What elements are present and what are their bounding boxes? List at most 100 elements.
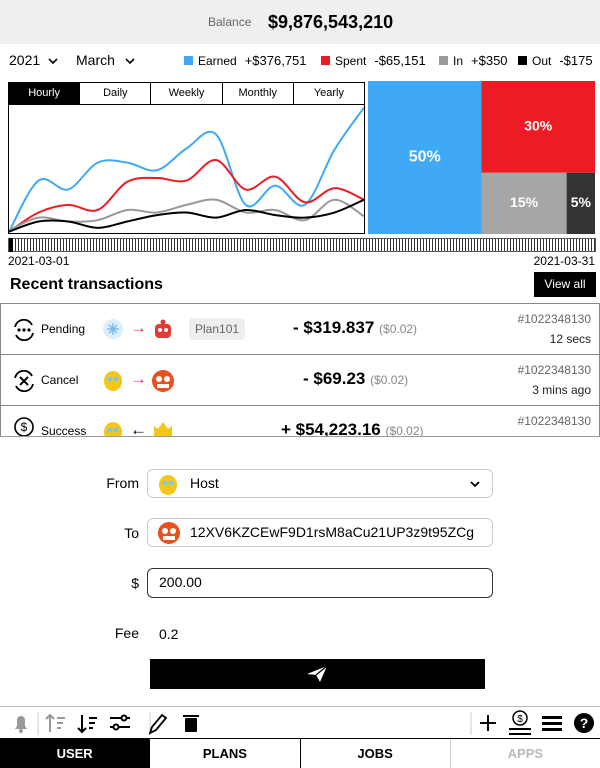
transaction-row[interactable]: $ Success ← + $54,223.16 ($0.02) #102234… bbox=[0, 405, 600, 457]
amount-input[interactable]: 200.00 bbox=[147, 568, 493, 598]
amount-label: $ bbox=[131, 575, 139, 591]
from-value: Host bbox=[190, 475, 219, 491]
legend-item: Out -$175 bbox=[518, 53, 593, 68]
transaction-row[interactable]: Cancel → - $69.23 ($0.02) #1022348130 3 … bbox=[0, 354, 600, 406]
from-select[interactable]: Host bbox=[147, 469, 493, 498]
svg-text:$: $ bbox=[21, 420, 28, 434]
chevron bbox=[470, 481, 480, 488]
time: 3 mins ago bbox=[532, 383, 591, 397]
sort-asc bbox=[45, 713, 65, 732]
series-line bbox=[9, 198, 364, 232]
amount-value: - $319.837 bbox=[293, 318, 375, 337]
tab[interactable]: USER bbox=[0, 739, 150, 768]
transaction-id: #1022348130 bbox=[517, 312, 591, 326]
legend-swatch bbox=[321, 56, 330, 65]
avatar bbox=[104, 371, 122, 391]
tab[interactable]: APPS bbox=[449, 739, 600, 768]
legend-item: Earned +$376,751 bbox=[184, 53, 307, 68]
amount-input-value: 200.00 bbox=[159, 574, 202, 590]
trash bbox=[183, 715, 199, 732]
transaction-row[interactable]: Pending → Plan101 - $319.837 ($0.02) #10… bbox=[0, 303, 600, 355]
pencil bbox=[148, 713, 168, 735]
svg-text:?: ? bbox=[580, 715, 589, 731]
fee: ($0.02) bbox=[379, 322, 418, 336]
date-end: 2021-03-31 bbox=[533, 254, 595, 268]
legend-swatch bbox=[439, 56, 448, 65]
legend-item: In +$350 bbox=[439, 53, 508, 68]
avatar bbox=[159, 475, 177, 495]
svg-text:$: $ bbox=[517, 714, 523, 725]
legend-name: In bbox=[453, 53, 464, 68]
fee-value: 0.2 bbox=[159, 626, 179, 642]
to-label: To bbox=[124, 525, 139, 541]
to-input[interactable]: 12XV6KZCEwF9D1rsM8aCu21UP3z9t95ZCg bbox=[147, 518, 493, 547]
to-value: 12XV6KZCEwF9D1rsM8aCu21UP3z9t95ZCg bbox=[190, 524, 475, 540]
period-tabs: Hourly Daily Weekly Monthly Yearly bbox=[8, 82, 365, 105]
plan-tag: Plan101 bbox=[189, 318, 246, 340]
legend-swatch bbox=[518, 56, 527, 65]
plus bbox=[480, 715, 496, 731]
grid bbox=[542, 716, 562, 731]
date-slider[interactable] bbox=[8, 238, 596, 252]
view-all-button[interactable]: View all bbox=[534, 272, 596, 297]
line-chart bbox=[9, 106, 364, 233]
legend-amount: +$350 bbox=[471, 53, 508, 68]
period-tab[interactable]: Weekly bbox=[150, 83, 221, 104]
period-tab[interactable]: Daily bbox=[79, 83, 150, 104]
toolbar-icons: $ ? bbox=[15, 710, 594, 735]
bell bbox=[15, 716, 27, 733]
treemap-label: 5% bbox=[571, 194, 592, 210]
header: Balance $9,876,543,210 bbox=[0, 0, 600, 44]
balance-value: $9,876,543,210 bbox=[268, 12, 394, 32]
legend-name: Earned bbox=[198, 53, 237, 68]
tab[interactable]: JOBS bbox=[299, 739, 450, 768]
from-label: From bbox=[106, 475, 139, 491]
filter bbox=[110, 714, 130, 731]
status: Success bbox=[41, 424, 87, 438]
status: Cancel bbox=[41, 373, 79, 387]
year-select[interactable]: 2021 bbox=[9, 52, 58, 68]
treemap-cell bbox=[566, 172, 595, 234]
avatar bbox=[154, 422, 172, 440]
transaction-id: #1022348130 bbox=[517, 414, 591, 428]
transaction-id: #1022348130 bbox=[517, 363, 591, 377]
legend-swatch bbox=[184, 56, 193, 65]
amount-value: - $69.23 bbox=[303, 369, 366, 388]
sort-desc bbox=[77, 715, 97, 734]
help: ? bbox=[574, 713, 594, 733]
year: 2021 bbox=[9, 52, 41, 68]
arrow: → bbox=[130, 369, 147, 388]
legend-amount: +$376,751 bbox=[244, 53, 307, 68]
line-chart-frame bbox=[8, 104, 365, 234]
month: March bbox=[76, 52, 115, 68]
amount: - $69.23 ($0.02) bbox=[303, 369, 408, 389]
date-start: 2021-03-01 bbox=[8, 254, 70, 268]
balance-label: Balance bbox=[208, 15, 252, 29]
legend-name: Spent bbox=[335, 53, 367, 68]
amount: + $54,223.16 ($0.02) bbox=[281, 420, 424, 440]
avatar bbox=[152, 370, 174, 392]
treemap: 50% 30% 15% 5% bbox=[368, 81, 595, 234]
treemap-label: 50% bbox=[409, 149, 441, 166]
avatar bbox=[103, 319, 123, 339]
send-icon bbox=[307, 665, 328, 682]
legend-amount: -$65,151 bbox=[374, 53, 426, 68]
period-tab[interactable]: Monthly bbox=[221, 83, 293, 104]
month-select[interactable]: March bbox=[76, 52, 135, 68]
tab[interactable]: PLANS bbox=[149, 739, 299, 768]
amount: - $319.837 ($0.02) bbox=[293, 318, 417, 338]
treemap-cell bbox=[368, 81, 482, 234]
arrow: → bbox=[130, 318, 147, 337]
period-tab[interactable]: Yearly bbox=[292, 83, 364, 104]
send-button[interactable] bbox=[150, 659, 485, 689]
period-tab[interactable]: Hourly bbox=[9, 83, 80, 104]
transfer: $ bbox=[509, 710, 531, 735]
fee: ($0.02) bbox=[370, 373, 409, 387]
success-icon: $ bbox=[14, 417, 34, 437]
treemap-label: 15% bbox=[510, 194, 539, 210]
legend-name: Out bbox=[532, 53, 552, 68]
bottom-tabs: USER PLANS JOBS APPS bbox=[0, 738, 600, 768]
fee: ($0.02) bbox=[385, 424, 424, 438]
